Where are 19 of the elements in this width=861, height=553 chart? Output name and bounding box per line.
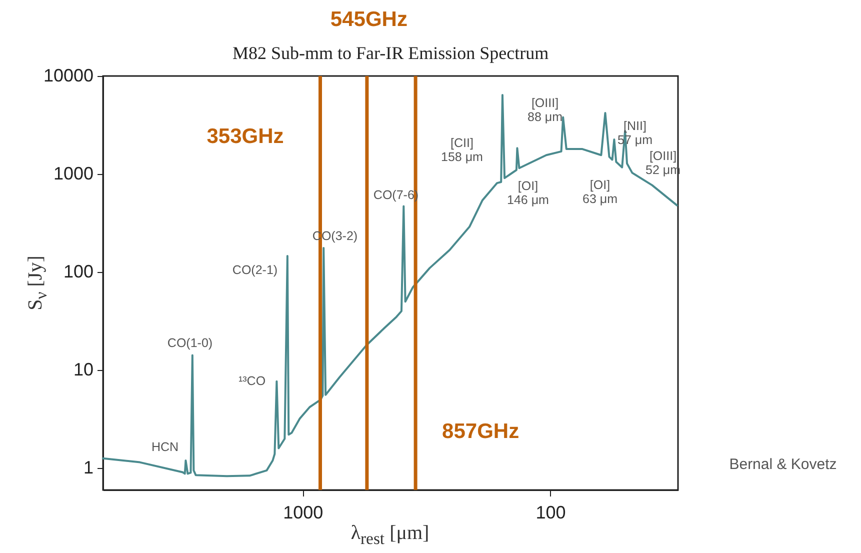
y-tick-label: 100 [63, 262, 94, 282]
ref-line-label: 545GHz [330, 8, 408, 31]
annotation: [OI] 63 μm [582, 178, 618, 206]
chart-title: M82 Sub-mm to Far-IR Emission Spectrum [232, 43, 549, 63]
x-axis-title: λ$_{rest}$ [μm] [350, 522, 430, 549]
annotation: [OIII] 88 μm [528, 96, 562, 124]
y-tick-label: 10 [73, 360, 94, 380]
y-tick-label: 1000 [53, 164, 94, 184]
ref-line-label: 857GHz [442, 420, 520, 443]
annotation: [CII] 158 μm [441, 136, 483, 164]
annotation: CO(1-0) [167, 336, 213, 350]
y-tick-label: 1 [83, 458, 94, 478]
annotation: CO(2-1) [232, 263, 278, 277]
annotation: ¹³CO [238, 374, 266, 388]
annotation: HCN [151, 440, 179, 454]
ref-line-label: 353GHz [206, 125, 284, 148]
text: Bernal & Kovetz [729, 456, 837, 473]
y-tick-label: 10000 [43, 66, 94, 86]
annotation: [OI] 146 μm [507, 179, 549, 207]
